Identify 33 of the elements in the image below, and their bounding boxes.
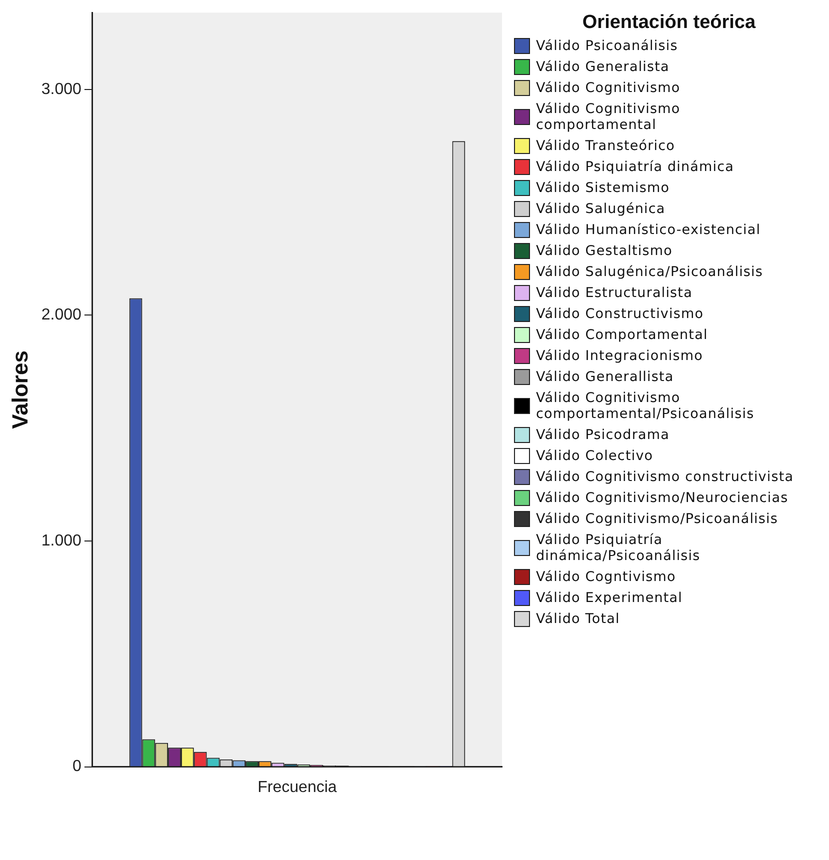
legend-label: Válido Experimental	[536, 590, 684, 606]
y-tick-label: 3.000	[41, 80, 82, 98]
legend-label: Válido Transteórico	[536, 138, 676, 154]
legend-label: Válido Cognitivismo	[536, 80, 682, 96]
legend-label: Válido Integracionismo	[536, 348, 704, 364]
legend-label: Válido Sistemismo	[536, 180, 671, 196]
legend-label: Válido Salugénica/Psicoanálisis	[536, 264, 764, 280]
x-tick-label: Frecuencia	[258, 778, 337, 796]
legend-label: Válido Psicodrama	[536, 427, 670, 443]
legend-label: Válido Salugénica	[536, 201, 666, 217]
legend-label: Válido Cognitivismo comportamental	[536, 101, 682, 133]
legend-label: Válido Colectivo	[536, 448, 654, 464]
legend-label: Válido Psicoanálisis	[536, 38, 679, 54]
legend-label: Válido Cogntivismo	[536, 569, 677, 585]
y-tick-label: 1.000	[41, 532, 82, 550]
legend-label: Válido Humanístico-existencial	[536, 222, 762, 238]
legend-label: Válido Cognitivismo/Neurociencias	[536, 490, 790, 506]
legend-label: Válido Generalista	[536, 59, 670, 75]
legend-label: Válido Cognitivismo/Psicoanálisis	[536, 511, 780, 527]
legend-label: Válido Estructuralista	[536, 285, 694, 301]
legend-label: Válido Generallista	[536, 369, 675, 385]
legend-label: Válido Total	[536, 611, 621, 627]
legend-label: Válido Psiquiatría dinámica	[536, 159, 736, 175]
legend-label: Válido Psiquiatría dinámica/Psicoanálisis	[536, 532, 702, 564]
y-tick-label: 0	[72, 758, 82, 776]
legend-label: Válido Comportamental	[536, 327, 709, 343]
y-tick-label: 2.000	[41, 306, 82, 324]
legend-label: Válido Cognitivismo constructivista	[536, 469, 795, 485]
legend-label: Válido Constructivismo	[536, 306, 705, 322]
legend-label: Válido Gestaltismo	[536, 243, 674, 259]
legend-label: Válido Cognitivismo comportamental/Psicoanálisis	[536, 390, 756, 422]
legend-title: Orientación teórica	[581, 12, 757, 34]
y-axis-title: Valores	[7, 350, 32, 429]
